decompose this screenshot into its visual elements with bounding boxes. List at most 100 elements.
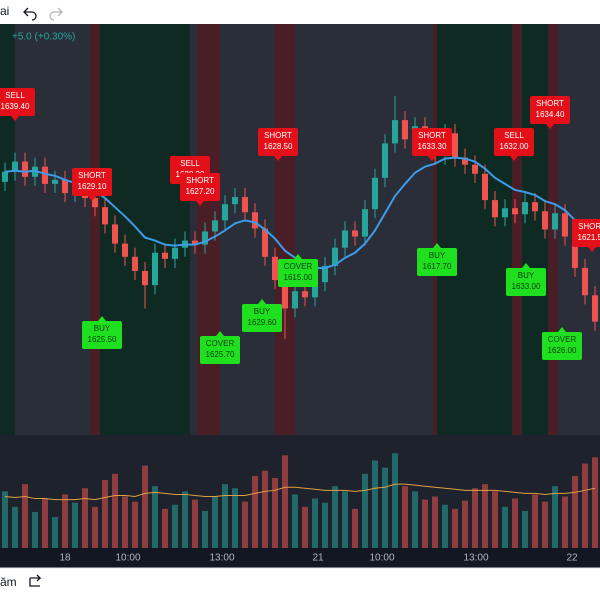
- candle-body: [542, 211, 548, 230]
- volume-bar: [252, 475, 258, 548]
- volume-bar: [102, 480, 108, 548]
- volume-bar: [562, 496, 568, 548]
- volume-bar: [332, 486, 338, 548]
- volume-bar: [522, 510, 528, 548]
- volume-bar: [262, 470, 268, 548]
- signal-box: [72, 168, 112, 196]
- candle-body: [352, 230, 358, 237]
- footer-icon[interactable]: [29, 574, 42, 587]
- signal-box: [572, 219, 600, 247]
- volume-bar: [372, 460, 378, 548]
- volume-bar: [432, 496, 438, 548]
- volume-bar: [142, 465, 148, 548]
- undo-icon[interactable]: [23, 7, 37, 21]
- top-toolbar: [0, 0, 600, 24]
- signal-label: SELL 1632.00: [494, 128, 534, 161]
- signal-action: SHORT: [186, 176, 214, 185]
- candle-body: [172, 247, 178, 259]
- candle-body: [472, 164, 478, 174]
- signal-pointer: [294, 254, 302, 259]
- candle-body: [372, 177, 378, 210]
- volume-bar: [42, 498, 48, 548]
- candle-body: [392, 120, 398, 144]
- candle-body: [232, 197, 238, 205]
- x-tick-label: 18: [59, 553, 71, 564]
- volume-bar: [532, 494, 538, 548]
- signal-label: SHORT 1627.20: [180, 173, 220, 206]
- toolbar-title[interactable]: ai: [0, 4, 9, 18]
- candle-body: [52, 179, 58, 184]
- candle-body: [192, 240, 198, 245]
- signal-price: 1625.50: [88, 335, 117, 344]
- candle-body: [212, 220, 218, 232]
- volume-bar: [92, 506, 98, 548]
- session-band: [437, 24, 512, 435]
- x-tick-label: 13:00: [463, 553, 488, 564]
- signal-action: SHORT: [578, 222, 600, 231]
- x-tick-label: 13:00: [209, 553, 234, 564]
- candle-body: [552, 213, 558, 230]
- volume-bar: [272, 477, 278, 548]
- volume-bar: [302, 506, 308, 548]
- candle-body: [22, 161, 28, 177]
- candle-body: [282, 280, 288, 309]
- signal-action: BUY: [94, 324, 111, 333]
- signal-price: 1627.20: [186, 187, 215, 196]
- volume-bar: [152, 486, 158, 548]
- volume-bar: [502, 506, 508, 548]
- signal-price: 1628.50: [264, 142, 293, 151]
- candle-body: [302, 291, 308, 298]
- signal-price: 1615.00: [284, 273, 313, 282]
- signal-price: 1634.40: [536, 110, 565, 119]
- signal-box: [0, 88, 35, 116]
- signal-label: SELL 1639.40: [0, 88, 35, 121]
- volume-bar: [462, 500, 468, 548]
- candle-body: [462, 157, 468, 165]
- signal-pointer: [588, 247, 596, 252]
- candle-body: [152, 252, 158, 286]
- candle-body: [62, 179, 68, 194]
- candle-body: [122, 243, 128, 257]
- candle-body: [162, 252, 168, 259]
- candle-body: [92, 198, 98, 208]
- volume-bar: [122, 496, 128, 548]
- volume-bar: [442, 504, 448, 548]
- signal-pointer: [558, 327, 566, 332]
- signal-pointer: [274, 156, 282, 161]
- signal-label: SHORT 1634.40: [530, 96, 570, 129]
- volume-bar: [232, 488, 238, 548]
- candle-body: [322, 265, 328, 283]
- candle-body: [272, 256, 278, 281]
- candle-body: [342, 230, 348, 248]
- volume-bar: [182, 491, 188, 548]
- signal-label: BUY 1625.50: [82, 316, 122, 349]
- signal-label: SHORT 1633.30: [412, 128, 452, 161]
- candle-body: [382, 143, 388, 178]
- signal-pointer: [98, 316, 106, 321]
- signal-action: COVER: [548, 335, 577, 344]
- volume-bar: [512, 498, 518, 548]
- session-band: [275, 24, 295, 435]
- volume-bar: [552, 486, 558, 548]
- price-change: +5.0 (+0.30%): [12, 32, 75, 43]
- signal-action: SELL: [5, 91, 25, 100]
- candle-body: [242, 197, 248, 213]
- volume-bar: [342, 491, 348, 548]
- candle-body: [572, 236, 578, 268]
- volume-bar: [242, 501, 248, 548]
- volume-bar: [482, 484, 488, 548]
- volume-bar: [202, 510, 208, 548]
- redo-icon[interactable]: [49, 7, 63, 21]
- signal-pointer: [428, 156, 436, 161]
- signal-label: COVER 1625.70: [200, 331, 240, 364]
- session-band: [433, 24, 437, 435]
- session-band: [0, 24, 15, 435]
- footer-label[interactable]: ăm: [0, 575, 17, 589]
- signal-box: [417, 248, 457, 276]
- signal-action: COVER: [284, 262, 313, 271]
- volume-bar: [22, 484, 28, 548]
- volume-bar: [452, 508, 458, 548]
- volume-bar: [382, 467, 388, 548]
